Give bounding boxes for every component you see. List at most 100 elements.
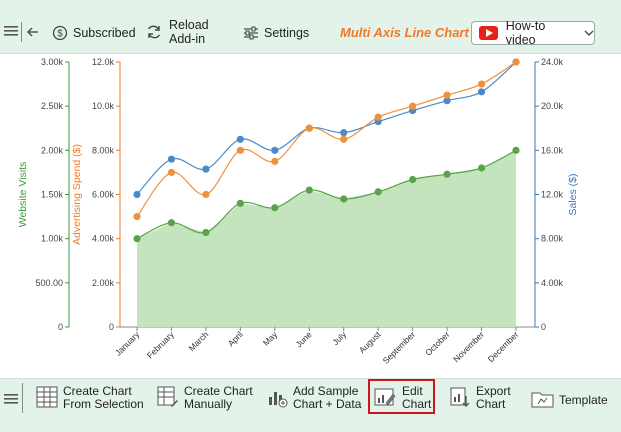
left1-axis-label: Website Visits — [17, 162, 29, 228]
series-1-point — [202, 190, 210, 199]
series-0-point — [443, 170, 451, 178]
left2-tick-label: 10.0k — [92, 101, 115, 111]
left1-tick-label: 3.00k — [41, 57, 64, 67]
right-tick-label: 20.0k — [541, 101, 564, 111]
sample-chart-icon — [266, 386, 288, 411]
series-2-point — [340, 129, 348, 137]
settings-button[interactable]: Settings — [243, 25, 309, 41]
svg-text:$: $ — [57, 29, 63, 40]
left1-tick-label: 2.50k — [41, 101, 64, 111]
left2-axis-label: Advertising Spend ($) — [71, 144, 83, 245]
template-label: Template — [559, 393, 608, 407]
left2-tick-label: 0 — [109, 322, 114, 332]
x-tick-label: November — [451, 329, 486, 364]
x-tick-label: May — [261, 329, 280, 348]
series-2-point — [443, 97, 451, 105]
series-1-point — [133, 212, 141, 221]
reload-addin-button[interactable]: Reload Add-in — [145, 18, 209, 46]
chevron-down-icon — [584, 26, 594, 40]
add-sample-button[interactable]: Add Sample Chart + Data — [266, 385, 361, 411]
series-1-point — [477, 80, 486, 88]
chart-title: Multi Axis Line Chart — [340, 25, 469, 40]
series-1-point — [271, 157, 279, 165]
top-toolbar: $ Subscribed Reload Add-in Settings Mult… — [0, 0, 621, 54]
left1-tick-label: 500.00 — [35, 278, 63, 288]
series-0-point — [202, 228, 210, 237]
series-1-point — [236, 146, 244, 154]
reload-icon — [145, 23, 163, 41]
series-1-point — [374, 113, 382, 121]
series-0-point — [340, 195, 348, 203]
edit-chart-label: Edit Chart — [402, 384, 432, 411]
chart-area: 0 500.00 1.00k 1.50k 2.00k 2.50k 3.00k Website … — [0, 54, 621, 378]
template-folder-icon — [531, 389, 555, 412]
subscribed-button[interactable]: $ Subscribed — [52, 25, 136, 41]
left2-tick-label: 6.00k — [92, 190, 115, 200]
x-tick-label: July — [330, 329, 348, 347]
series-2-point — [477, 88, 486, 96]
multi-axis-line-chart: 0 500.00 1.00k 1.50k 2.00k 2.50k 3.00k Website … — [17, 57, 579, 366]
settings-label: Settings — [264, 26, 310, 40]
series-1-point — [512, 58, 520, 66]
right-tick-label: 16.0k — [541, 145, 564, 155]
series-1-point — [167, 168, 176, 177]
export-icon — [449, 386, 471, 411]
series-0-point — [477, 164, 486, 172]
x-tick-label: January — [113, 329, 142, 358]
x-tick-label: June — [294, 329, 314, 349]
left1-tick-label: 0 — [58, 322, 63, 332]
series-0-point — [374, 188, 382, 196]
series-0-point — [409, 175, 417, 184]
series-2-point — [271, 146, 279, 154]
right-tick-label: 4.00k — [541, 278, 564, 288]
table-edit-icon — [157, 386, 179, 411]
reload-label: Reload Add-in — [169, 18, 209, 46]
x-tick-label: September — [381, 329, 418, 366]
series-1-point — [340, 135, 348, 143]
left2-tick-label: 2.00k — [92, 278, 115, 288]
howto-video-dropdown[interactable]: How-to video — [471, 19, 595, 47]
series-2-point — [202, 165, 210, 173]
spreadsheet-icon — [36, 386, 58, 411]
back-arrow-icon[interactable] — [21, 22, 40, 42]
series-2-point — [236, 135, 244, 143]
left1-tick-label: 1.50k — [41, 190, 64, 200]
create-manually-label: Create Chart Manually — [184, 384, 253, 411]
menu-icon[interactable] — [4, 24, 20, 38]
create-from-selection-button[interactable]: Create Chart From Selection — [36, 385, 144, 411]
dollar-circle-icon: $ — [52, 25, 68, 41]
right-tick-label: 0 — [541, 322, 546, 332]
export-chart-button[interactable]: Export Chart — [449, 385, 511, 411]
series-0-point — [167, 219, 176, 227]
edit-chart-icon — [374, 386, 396, 411]
bottom-divider — [22, 383, 23, 413]
right-tick-label: 12.0k — [541, 190, 564, 200]
series-0-point — [305, 186, 313, 194]
bottom-menu-icon[interactable] — [4, 392, 20, 406]
series-2-point — [133, 190, 141, 199]
series-0-point — [236, 199, 244, 207]
series-0-point — [271, 204, 279, 212]
right-tick-label: 8.00k — [541, 234, 564, 244]
add-sample-label: Add Sample Chart + Data — [293, 384, 362, 411]
left2-tick-label: 12.0k — [92, 57, 115, 67]
series-2-point — [167, 155, 176, 163]
x-tick-label: March — [187, 329, 211, 353]
left1-tick-label: 1.00k — [41, 234, 64, 244]
create-manually-button[interactable]: Create Chart Manually — [157, 385, 253, 411]
x-tick-label: October — [423, 329, 452, 358]
sliders-icon — [243, 25, 259, 41]
x-tick-label: February — [145, 329, 177, 361]
subscribed-label: Subscribed — [73, 26, 136, 40]
create-from-selection-label: Create Chart From Selection — [63, 384, 144, 411]
website-visits-area — [137, 150, 516, 327]
right-axis-label: Sales ($) — [567, 173, 579, 215]
series-0-point — [512, 146, 520, 154]
left2-tick-label: 4.00k — [92, 234, 115, 244]
template-button[interactable]: Template — [531, 389, 608, 412]
left1-tick-label: 2.00k — [41, 145, 64, 155]
series-1-point — [443, 91, 451, 99]
edit-chart-highlight — [368, 379, 435, 414]
edit-chart-button[interactable]: Edit Chart — [374, 385, 431, 411]
right-tick-label: 24.0k — [541, 57, 564, 67]
